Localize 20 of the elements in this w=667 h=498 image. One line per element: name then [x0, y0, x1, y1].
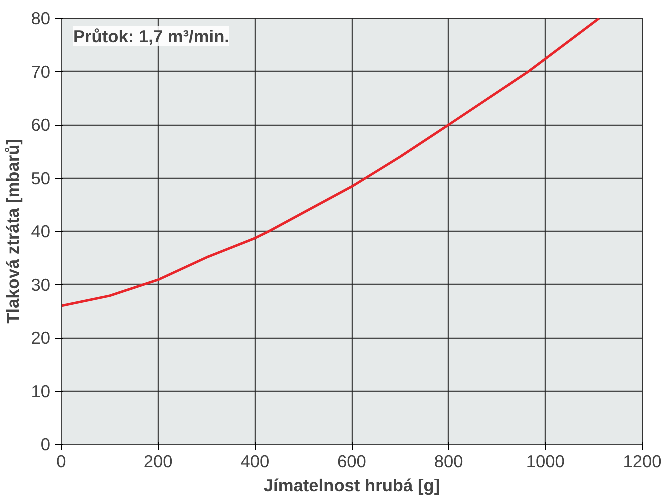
x-tick-label: 1000: [526, 452, 565, 472]
y-tick-label: 80: [31, 8, 51, 28]
y-tick-label: 40: [31, 222, 51, 242]
y-axis-title: Tlaková ztráta [mbarů]: [3, 139, 24, 324]
x-tick-label: 600: [338, 452, 366, 472]
x-tick-label: 1200: [623, 452, 662, 472]
y-tick-label: 50: [31, 168, 51, 188]
x-tick-label: 200: [144, 452, 173, 472]
x-axis-title: Jímatelnost hrubá [g]: [264, 476, 440, 496]
x-tick-label: 800: [434, 452, 464, 472]
y-tick-label: 10: [31, 381, 51, 402]
line-series: [62, 18, 601, 308]
y-tick-label: 70: [31, 62, 51, 82]
y-tick-label: 0: [40, 434, 51, 454]
x-tick-label: 400: [240, 452, 270, 472]
y-tick-label: 20: [31, 328, 51, 348]
annotation: Průtok: 1,7 m³/min.: [74, 26, 230, 46]
y-tick-label: 60: [31, 115, 51, 135]
y-tick-label: 30: [31, 274, 51, 295]
x-tick-label: 0: [56, 452, 66, 472]
